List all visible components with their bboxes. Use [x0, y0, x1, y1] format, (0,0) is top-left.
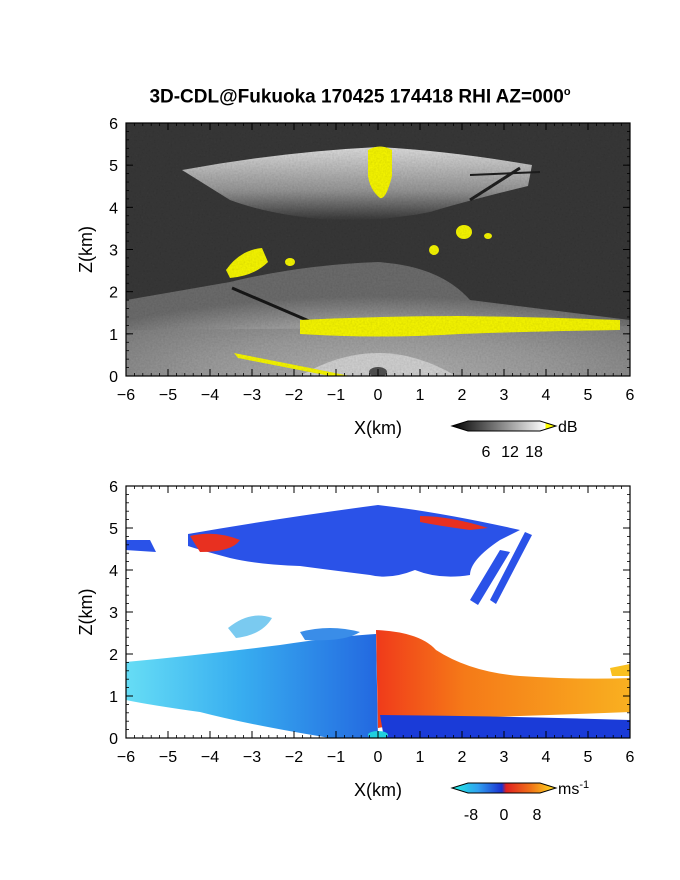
velocity-colorbar: ms-1 -8 0 8: [450, 779, 589, 824]
velocity-y-tick-label: 2: [109, 647, 118, 664]
snr-y-tick-label: 3: [109, 243, 118, 260]
snr-colorbar: dB 6 12 18: [450, 419, 578, 461]
velocity-x-tick-label: 0: [374, 749, 383, 766]
velocity-x-tick-label: 1: [416, 749, 425, 766]
velocity-x-tick-label: 6: [626, 749, 635, 766]
snr-y-tick-label: 1: [109, 327, 118, 344]
snr-x-tick-label: 0: [374, 387, 383, 404]
snr-colorbar-tick: 12: [501, 444, 519, 461]
velocity-x-tick-label: −4: [201, 749, 219, 766]
snr-axes: −6 −5 −4 −3 −2 −1 0 1 2 3 4 5 6 0 1 2 3 4 5 6 X(km) Z(km): [76, 116, 635, 438]
velocity-colorbar-tick: 8: [533, 807, 542, 824]
snr-x-tick-label: −1: [327, 387, 345, 404]
snr-x-axis-label: X(km): [354, 418, 402, 438]
chart-title-degree: o: [563, 86, 571, 98]
velocity-x-tick-label: 2: [458, 749, 467, 766]
velocity-y-tick-label: 0: [109, 731, 118, 748]
velocity-colorbar-ramp: [450, 782, 558, 794]
velocity-x-tick-label: 3: [500, 749, 509, 766]
snr-y-tick-label: 4: [109, 200, 118, 217]
snr-x-tick-label: 6: [626, 387, 635, 404]
velocity-y-tick-label: 5: [109, 521, 118, 538]
velocity-x-tick-label: −6: [117, 749, 135, 766]
velocity-colorbar-tick: 0: [500, 807, 509, 824]
velocity-x-tick-label: 5: [584, 749, 593, 766]
snr-colorbar-unit: dB: [558, 419, 578, 436]
velocity-y-tick-label: 1: [109, 689, 118, 706]
snr-colorbar-ramp: [450, 420, 558, 432]
snr-field: [126, 123, 630, 376]
chart-title: 3D-CDL@Fukuoka 170425 174418 RHI AZ=000o: [0, 86, 680, 108]
snr-y-tick-label: 5: [109, 158, 118, 175]
snr-x-tick-label: 4: [542, 387, 551, 404]
velocity-y-tick-label: 6: [109, 479, 118, 496]
snr-y-tick-label: 2: [109, 285, 118, 302]
velocity-axes: −6 −5 −4 −3 −2 −1 0 1 2 3 4 5 6 0 1 2 3 4 5 6 X(km) Z(km): [76, 479, 635, 800]
velocity-x-tick-label: 4: [542, 749, 551, 766]
snr-x-tick-label: −5: [159, 387, 177, 404]
snr-x-tick-label: 2: [458, 387, 467, 404]
velocity-x-tick-label: −2: [285, 749, 303, 766]
snr-x-tick-label: 1: [416, 387, 425, 404]
snr-y-tick-label: 0: [109, 369, 118, 386]
velocity-field: [126, 486, 630, 738]
velocity-x-axis-label: X(km): [354, 780, 402, 800]
snr-colorbar-tick: 18: [525, 444, 543, 461]
snr-y-axis-label: Z(km): [76, 226, 96, 273]
velocity-x-tick-label: −3: [243, 749, 261, 766]
snr-x-tick-label: 3: [500, 387, 509, 404]
velocity-y-tick-label: 4: [109, 563, 118, 580]
velocity-colorbar-unit: ms-1: [558, 779, 589, 798]
snr-x-tick-label: −3: [243, 387, 261, 404]
snr-x-tick-label: −2: [285, 387, 303, 404]
velocity-x-tick-label: −5: [159, 749, 177, 766]
velocity-y-axis-label: Z(km): [76, 589, 96, 636]
chart-title-text: 3D-CDL@Fukuoka 170425 174418 RHI AZ=000: [149, 86, 564, 108]
velocity-x-tick-label: −1: [327, 749, 345, 766]
velocity-colorbar-tick: -8: [464, 807, 478, 824]
velocity-y-tick-label: 3: [109, 605, 118, 622]
snr-x-tick-label: −4: [201, 387, 219, 404]
snr-x-tick-label: 5: [584, 387, 593, 404]
snr-colorbar-tick: 6: [482, 444, 491, 461]
snr-y-tick-label: 6: [109, 116, 118, 133]
snr-x-tick-label: −6: [117, 387, 135, 404]
